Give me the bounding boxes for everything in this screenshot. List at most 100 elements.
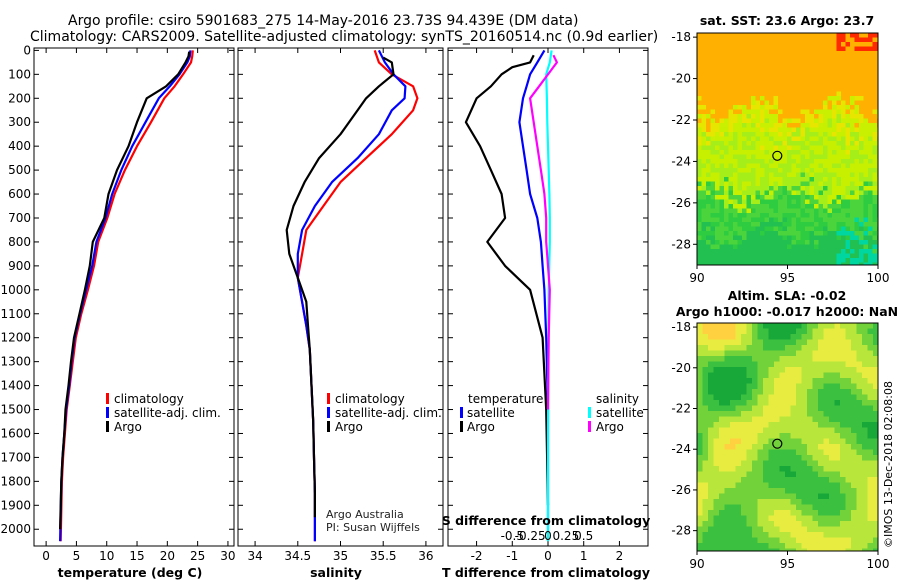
sla-cell — [697, 532, 703, 538]
sst-cell — [832, 123, 837, 128]
legend-label-climatology: climatology — [335, 392, 405, 406]
sst-cell — [818, 78, 824, 83]
sla-cell — [785, 515, 791, 522]
sla-cell — [746, 323, 753, 329]
sla-cell — [757, 532, 764, 538]
legend-swatch-argo — [327, 421, 330, 432]
sst-cell — [737, 114, 743, 119]
sst-cell — [782, 195, 788, 200]
sst-cell — [863, 195, 869, 200]
sla-cell — [812, 444, 819, 450]
sst-cell — [827, 51, 833, 56]
sst-cell — [782, 55, 788, 61]
sst-cell — [701, 240, 707, 245]
sla-cell — [840, 488, 846, 494]
sla-cell — [779, 532, 786, 538]
sla-cell — [873, 537, 879, 544]
sst-cell — [719, 150, 725, 155]
sla-cell — [785, 345, 791, 351]
sst-cell — [827, 127, 833, 133]
sst-cell — [773, 87, 779, 92]
sst-cell — [706, 190, 711, 196]
sst-cell — [769, 231, 774, 236]
sst-cell — [872, 204, 878, 209]
sla-cell — [779, 488, 786, 494]
sla-cell — [774, 515, 780, 522]
sla-cell — [807, 367, 813, 373]
sla-cell — [746, 438, 753, 445]
sla-cell — [851, 383, 857, 390]
sst-cell — [854, 82, 860, 88]
sst-cell — [868, 253, 873, 259]
sst-cell — [827, 240, 833, 245]
sla-cell — [774, 543, 780, 549]
sla-cell — [741, 504, 747, 511]
sst-cell — [818, 55, 824, 61]
sst-cell — [805, 33, 810, 38]
sla-cell — [774, 361, 780, 368]
sla-cell — [873, 532, 879, 538]
sst-cell — [809, 181, 815, 187]
sst-cell — [827, 145, 833, 151]
sst-cell — [787, 244, 792, 250]
sla-cell — [862, 334, 868, 340]
sst-cell — [755, 163, 761, 169]
sla-cell — [774, 383, 780, 390]
sst-cell — [778, 118, 783, 124]
sla-cell — [873, 400, 879, 406]
sla-cell — [812, 460, 819, 467]
sla-cell — [829, 521, 835, 527]
sla-cell — [862, 532, 868, 538]
sla-cell — [741, 510, 747, 516]
sla-cell — [812, 438, 819, 445]
sst-cell — [800, 168, 806, 173]
sst-cell — [715, 150, 720, 155]
sla-cell — [840, 466, 846, 472]
sst-cell — [823, 222, 828, 227]
sla-cell — [697, 411, 703, 417]
difference-legend: temperature salinity satellite Argo sate… — [460, 392, 644, 434]
sla-cell — [730, 422, 736, 428]
sla-cell — [713, 361, 720, 368]
sst-cell — [728, 262, 734, 266]
sst-cell — [841, 217, 846, 223]
sst-cell — [850, 163, 855, 169]
sla-cell — [873, 345, 879, 351]
sla-cell — [719, 416, 725, 423]
sst-cell — [859, 159, 864, 164]
sst-cell — [854, 208, 860, 214]
sla-cell — [845, 449, 852, 456]
sst-cell — [863, 231, 869, 236]
sst-cell — [863, 82, 869, 88]
sla-cell — [702, 477, 709, 483]
sst-cell — [769, 253, 774, 259]
sla-cell — [752, 543, 758, 549]
sst-cell — [809, 231, 815, 236]
sla-cell — [840, 367, 846, 373]
sst-cell — [859, 82, 864, 88]
sst-cell — [841, 69, 846, 74]
y-tick-label: 1600 — [0, 426, 31, 440]
sst-cell — [818, 190, 824, 196]
sst-cell — [706, 240, 711, 245]
sla-cell — [801, 510, 808, 516]
sst-cell — [742, 127, 747, 133]
sst-cell — [701, 217, 707, 223]
sla-cell — [757, 383, 764, 390]
sst-cell — [710, 213, 716, 218]
sst-cell — [769, 109, 774, 115]
sst-cell — [872, 262, 878, 266]
sst-cell — [814, 195, 819, 200]
sla-cell — [757, 339, 764, 346]
sla-cell — [818, 339, 824, 346]
sst-cell — [773, 69, 779, 74]
sla-cell — [818, 411, 824, 417]
sst-cell — [850, 204, 855, 209]
sst-cell — [863, 163, 869, 169]
sla-cell — [834, 543, 841, 549]
sla-cell — [724, 367, 731, 373]
sla-cell — [812, 427, 819, 434]
sst-cell — [706, 105, 711, 110]
sst-cell — [818, 249, 824, 254]
sla-cell — [840, 356, 846, 362]
